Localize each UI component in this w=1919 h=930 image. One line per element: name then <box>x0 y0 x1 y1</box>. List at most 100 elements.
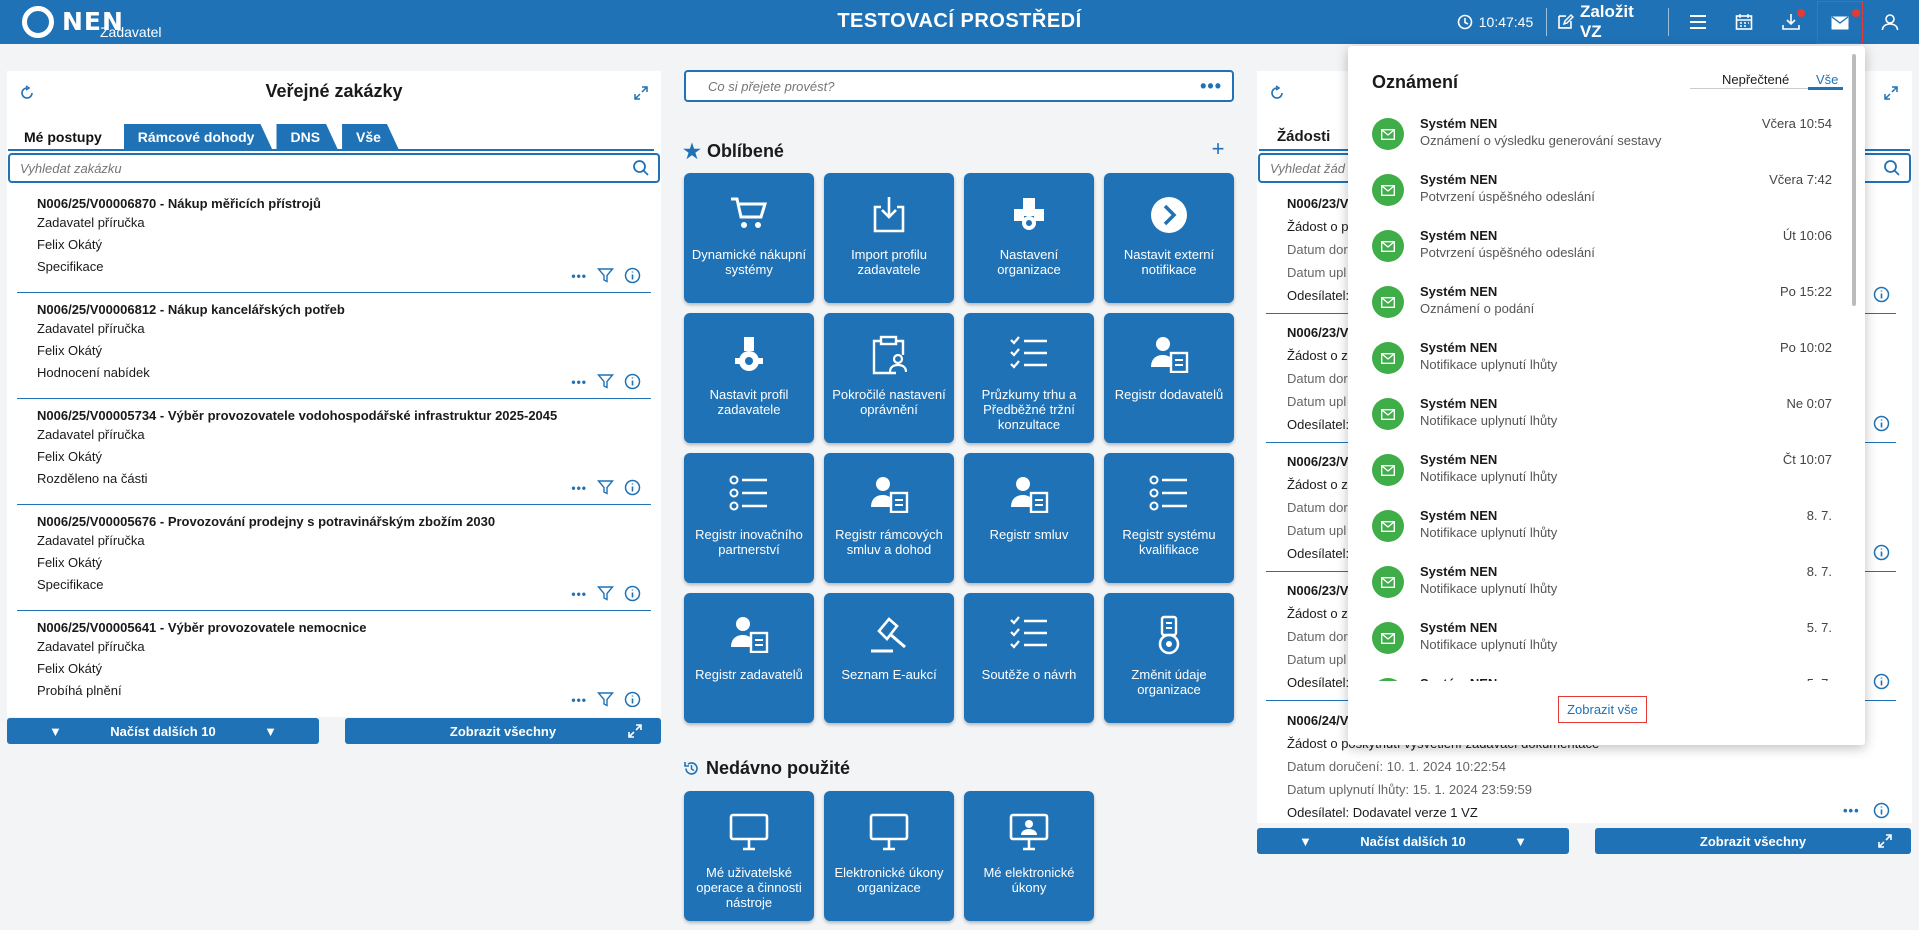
notification-item[interactable]: Systém NEN Potvrzení úspěšného odeslání Út… <box>1372 226 1832 282</box>
more-options-icon[interactable]: ••• <box>571 268 587 283</box>
menu-button[interactable] <box>1682 0 1714 44</box>
tab-dns[interactable]: DNS <box>276 124 338 150</box>
notification-item[interactable]: Systém NEN Oznámení o podání Po 15:22 <box>1372 282 1832 338</box>
notification-item[interactable]: Systém NEN Notifikace uplynutí lhůty Po 10… <box>1372 338 1832 394</box>
contract-item[interactable]: N006/25/V00005676 - Provozování prodejny… <box>17 505 651 611</box>
downloads-button[interactable] <box>1775 0 1807 44</box>
contract-item[interactable]: N006/25/V00006870 - Nákup měřicích příst… <box>17 187 651 293</box>
favorite-tile[interactable]: Registr zadavatelů <box>684 593 814 723</box>
favorite-tile[interactable]: Změnit údaje organizace <box>1104 593 1234 723</box>
favorite-tile[interactable]: Registr systému kvalifikace <box>1104 453 1234 583</box>
recent-tile[interactable]: Elektronické úkony organizace <box>824 791 954 921</box>
scrollbar[interactable] <box>1852 54 1856 306</box>
info-icon[interactable] <box>1873 673 1890 695</box>
nen-logo[interactable]: NEN <box>22 6 124 38</box>
filter-icon[interactable] <box>597 585 614 602</box>
info-icon[interactable] <box>624 267 641 284</box>
action-search-input[interactable] <box>686 78 1201 94</box>
notification-item[interactable]: Systém NEN 5. 7. <box>1372 674 1832 681</box>
notification-item[interactable]: Systém NEN Notifikace uplynutí lhůty 5. 7. <box>1372 618 1832 674</box>
add-favorite-button[interactable]: + <box>1208 136 1228 161</box>
show-all-button[interactable]: Zobrazit všechny <box>1595 828 1911 854</box>
tab-requests[interactable]: Žádosti <box>1277 128 1331 145</box>
mail-icon <box>1372 118 1404 150</box>
notification-item[interactable]: Systém NEN Oznámení o výsledku generování… <box>1372 114 1832 170</box>
load-more-button[interactable]: ▼ Načíst dalších 10 ▼ <box>7 718 319 744</box>
tab-all[interactable]: Vše <box>342 124 399 150</box>
tab-my-procedures[interactable]: Mé postupy <box>10 124 120 150</box>
more-options-icon[interactable]: ••• <box>1200 75 1222 96</box>
request-title[interactable]: N006/24/V <box>1287 713 1349 728</box>
favorite-tile[interactable]: Registr smluv <box>964 453 1094 583</box>
contract-title[interactable]: N006/25/V00006812 - Nákup kancelářských … <box>37 302 345 317</box>
info-icon[interactable] <box>624 479 641 496</box>
favorite-tile[interactable]: Soutěže o návrh <box>964 593 1094 723</box>
favorite-tile[interactable]: Registr inovačního partnerství <box>684 453 814 583</box>
search-icon[interactable] <box>632 159 650 177</box>
load-more-button[interactable]: ▼ Načíst dalších 10 ▼ <box>1257 828 1569 854</box>
notifications-button[interactable] <box>1817 1 1863 44</box>
tab-unread[interactable]: Nepřečtené <box>1722 72 1790 87</box>
show-all-button[interactable]: Zobrazit všechny <box>345 718 661 744</box>
favorite-tile[interactable]: Registr rámcových smluv a dohod <box>824 453 954 583</box>
info-icon[interactable] <box>1873 286 1890 308</box>
filter-icon[interactable] <box>597 267 614 284</box>
favorite-tile[interactable]: Nastavit externí notifikace <box>1104 173 1234 303</box>
info-icon[interactable] <box>624 373 641 390</box>
notification-item[interactable]: Systém NEN Potvrzení úspěšného odeslání Vč… <box>1372 170 1832 226</box>
create-tender-button[interactable]: Založit VZ <box>1556 0 1660 44</box>
expand-button[interactable] <box>1881 83 1901 103</box>
info-icon[interactable] <box>1873 415 1890 437</box>
favorite-tile[interactable]: Registr dodavatelů <box>1104 313 1234 443</box>
info-icon[interactable] <box>624 691 641 707</box>
gavel-icon <box>824 615 954 655</box>
request-title[interactable]: N006/23/V <box>1287 454 1349 469</box>
contract-title[interactable]: N006/25/V00005676 - Provozování prodejny… <box>37 514 496 529</box>
more-options-icon[interactable]: ••• <box>571 374 587 389</box>
expand-button[interactable] <box>631 83 651 103</box>
tab-framework-agreements[interactable]: Rámcové dohody <box>124 124 273 150</box>
more-options-icon[interactable]: ••• <box>571 480 587 495</box>
contract-item[interactable]: N006/25/V00006812 - Nákup kancelářských … <box>17 293 651 399</box>
search-icon[interactable] <box>1883 159 1901 177</box>
notification-item[interactable]: Systém NEN Notifikace uplynutí lhůty 8. 7. <box>1372 562 1832 618</box>
favorite-tile[interactable]: Seznam E-aukcí <box>824 593 954 723</box>
notification-item[interactable]: Systém NEN Notifikace uplynutí lhůty Ne 0:… <box>1372 394 1832 450</box>
request-title[interactable]: N006/23/V <box>1287 583 1349 598</box>
user-button[interactable] <box>1874 0 1906 44</box>
show-all-notifications-button[interactable]: Zobrazit vše <box>1558 696 1647 723</box>
info-icon[interactable] <box>1873 802 1890 824</box>
more-options-icon[interactable]: ••• <box>571 586 587 601</box>
contract-search-input[interactable] <box>10 160 632 176</box>
more-options-icon[interactable]: ••• <box>1843 803 1860 818</box>
contracting-authority-icon <box>684 615 814 655</box>
info-icon[interactable] <box>1873 544 1890 566</box>
favorite-tile[interactable]: Pokročilé nastavení oprávnění <box>824 313 954 443</box>
request-title[interactable]: N006/23/V <box>1287 325 1349 340</box>
favorite-tile[interactable]: Nastavení organizace <box>964 173 1094 303</box>
filter-icon[interactable] <box>597 373 614 390</box>
notification-item[interactable]: Systém NEN Notifikace uplynutí lhůty 8. 7. <box>1372 506 1832 562</box>
recent-tile[interactable]: Mé elektronické úkony <box>964 791 1094 921</box>
more-options-icon[interactable]: ••• <box>571 692 587 707</box>
filter-icon[interactable] <box>597 479 614 496</box>
refresh-button[interactable] <box>1267 83 1287 103</box>
contract-title[interactable]: N006/25/V00006870 - Nákup měřicích příst… <box>37 196 321 211</box>
contract-title[interactable]: N006/25/V00005641 - Výběr provozovatele … <box>37 620 367 635</box>
filter-icon[interactable] <box>597 691 614 707</box>
arrow-right-circle-icon <box>1104 195 1234 235</box>
refresh-button[interactable] <box>17 83 37 103</box>
favorite-tile[interactable]: Dynamické nákupní systémy <box>684 173 814 303</box>
contract-item[interactable]: N006/25/V00005641 - Výběr provozovatele … <box>17 611 651 707</box>
notification-item[interactable]: Systém NEN Notifikace uplynutí lhůty Čt 10… <box>1372 450 1832 506</box>
info-icon[interactable] <box>624 585 641 602</box>
favorite-tile[interactable]: Import profilu zadavatele <box>824 173 954 303</box>
contract-title[interactable]: N006/25/V00005734 - Výběr provozovatele … <box>37 408 558 423</box>
tab-all-notifications[interactable]: Vše <box>1816 72 1839 87</box>
recent-tile[interactable]: Mé uživatelské operace a činnosti nástro… <box>684 791 814 921</box>
favorite-tile[interactable]: Průzkumy trhu a Předběžné tržní konzulta… <box>964 313 1094 443</box>
contract-item[interactable]: N006/25/V00005734 - Výběr provozovatele … <box>17 399 651 505</box>
request-title[interactable]: N006/23/V <box>1287 196 1349 211</box>
calendar-button[interactable] <box>1728 0 1760 44</box>
favorite-tile[interactable]: Nastavit profil zadavatele <box>684 313 814 443</box>
